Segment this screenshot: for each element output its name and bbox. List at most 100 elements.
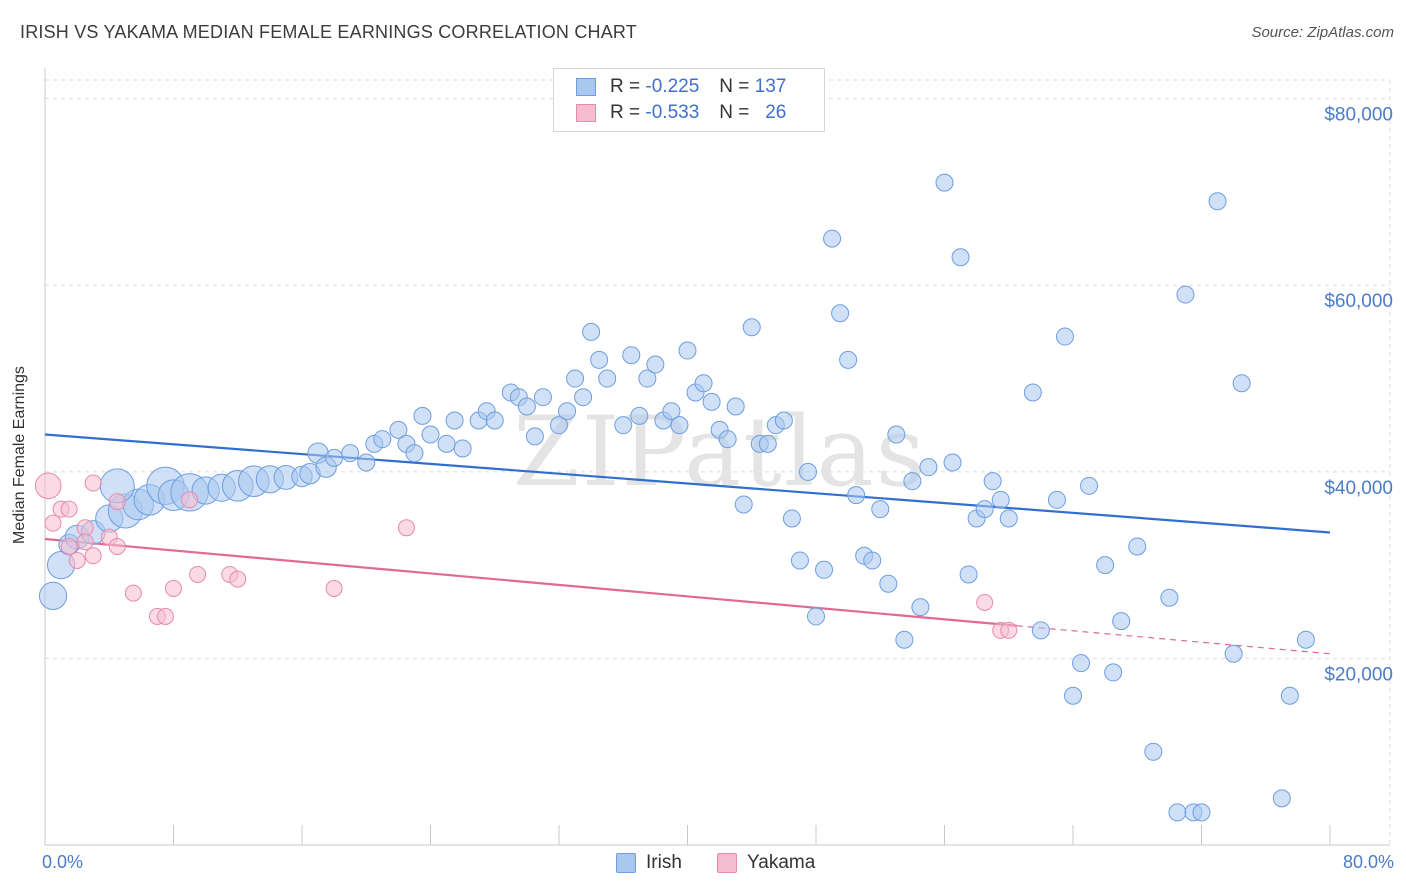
irish-point-100 — [1031, 621, 1050, 640]
x-tick-label-min: 0.0% — [42, 852, 84, 872]
irish-swatch — [576, 78, 596, 96]
irish-point-44 — [550, 416, 568, 435]
yakama-point-7 — [76, 533, 94, 551]
irish-point-41 — [517, 397, 536, 416]
irish-point-78 — [831, 304, 850, 323]
yakama-point-20 — [229, 570, 247, 588]
irish-point-117 — [1224, 644, 1243, 663]
yakama-point-9 — [84, 474, 102, 492]
yakama-point-13 — [124, 584, 142, 602]
irish-point-119 — [1272, 789, 1291, 808]
x-tick-label-max: 80.0% — [1342, 852, 1394, 872]
irish-point-74 — [798, 462, 817, 481]
irish-point-49 — [590, 350, 609, 369]
irish-point-98 — [999, 509, 1018, 528]
legend-item-irish: Irish — [616, 852, 682, 874]
irish-point-90 — [935, 173, 954, 192]
trend-line-irish — [44, 433, 1331, 534]
irish-point-28 — [389, 420, 408, 439]
y-tick-label-60000: $60,000 — [1324, 291, 1393, 312]
irish-point-0 — [38, 581, 68, 611]
legend-item-yakama: Yakama — [717, 852, 815, 874]
irish-point-86 — [895, 630, 914, 649]
irish-point-104 — [1072, 654, 1091, 673]
y-tick-label-20000: $20,000 — [1324, 664, 1393, 685]
yakama-point-8 — [84, 547, 102, 565]
correlation-legend: R = -0.225 N = 137 R = -0.533 N = 26 — [553, 68, 825, 132]
irish-point-103 — [1064, 686, 1082, 705]
irish-point-58 — [670, 416, 689, 435]
irish-point-111 — [1160, 588, 1179, 607]
yakama-point-16 — [165, 579, 182, 597]
yakama-point-3 — [60, 500, 78, 518]
irish-point-64 — [718, 430, 737, 449]
irish-point-72 — [782, 509, 801, 528]
irish-point-55 — [646, 355, 665, 374]
irish-point-23 — [325, 448, 344, 467]
irish-point-50 — [598, 369, 617, 388]
irish-point-101 — [1047, 490, 1066, 509]
irish-point-67 — [742, 318, 761, 337]
irish-point-65 — [726, 397, 745, 416]
irish-point-110 — [1144, 742, 1163, 761]
irish-point-47 — [574, 388, 593, 407]
yakama-point-12 — [108, 537, 126, 555]
irish-point-46 — [566, 369, 585, 388]
irish-point-112 — [1168, 803, 1187, 822]
irish-point-45 — [558, 402, 577, 421]
irish-point-83 — [871, 500, 890, 519]
yakama-points — [34, 472, 1018, 639]
yakama-point-22 — [397, 519, 415, 537]
irish-point-121 — [1296, 630, 1315, 649]
irish-point-118 — [1232, 374, 1251, 393]
irish-point-54 — [638, 369, 657, 388]
axes — [44, 68, 1390, 846]
yakama-point-11 — [108, 493, 126, 511]
irish-point-96 — [983, 472, 1002, 491]
irish-point-31 — [405, 444, 424, 463]
irish-point-48 — [582, 322, 601, 341]
irish-point-95 — [975, 500, 994, 519]
irish-point-43 — [533, 388, 552, 407]
irish-point-116 — [1208, 192, 1227, 211]
irish-point-24 — [341, 444, 360, 463]
irish-point-77 — [823, 229, 842, 248]
irish-point-75 — [807, 607, 825, 626]
chart-title: IRISH VS YAKAMA MEDIAN FEMALE EARNINGS C… — [20, 22, 637, 42]
irish-point-42 — [525, 427, 544, 446]
irish-point-57 — [662, 402, 681, 421]
irish-point-30 — [413, 406, 432, 425]
irish-n-label: N = — [719, 76, 750, 97]
y-tick-label-80000: $80,000 — [1324, 105, 1393, 126]
yakama-r-label: R = — [610, 102, 641, 123]
irish-point-33 — [437, 434, 456, 453]
irish-point-108 — [1112, 612, 1131, 631]
yakama-point-23 — [976, 593, 994, 611]
irish-point-109 — [1128, 537, 1147, 556]
irish-point-34 — [445, 411, 464, 430]
irish-point-105 — [1080, 476, 1099, 495]
legend-label-yakama: Yakama — [747, 852, 816, 873]
irish-point-66 — [734, 495, 753, 514]
y-tick-label-40000: $40,000 — [1324, 478, 1393, 499]
series-legend: Irish Yakama — [0, 852, 1406, 878]
yakama-point-25 — [1000, 621, 1018, 639]
source-label: Source: ZipAtlas.com — [1251, 24, 1394, 41]
irish-point-80 — [847, 486, 866, 505]
irish-point-87 — [903, 472, 922, 491]
irish-point-32 — [421, 425, 440, 444]
irish-point-115 — [1192, 803, 1211, 822]
irish-point-106 — [1096, 556, 1115, 575]
irish-point-84 — [879, 574, 898, 593]
irish-point-59 — [678, 341, 697, 360]
yakama-r-value: -0.533 — [645, 102, 700, 123]
irish-point-27 — [373, 430, 392, 449]
irish-point-76 — [815, 560, 834, 579]
yakama-point-4 — [60, 537, 78, 555]
irish-points — [38, 173, 1315, 822]
legend-swatch-irish — [616, 853, 636, 873]
irish-point-52 — [622, 346, 641, 365]
irish-point-82 — [863, 551, 882, 570]
legend-label-irish: Irish — [646, 852, 682, 873]
